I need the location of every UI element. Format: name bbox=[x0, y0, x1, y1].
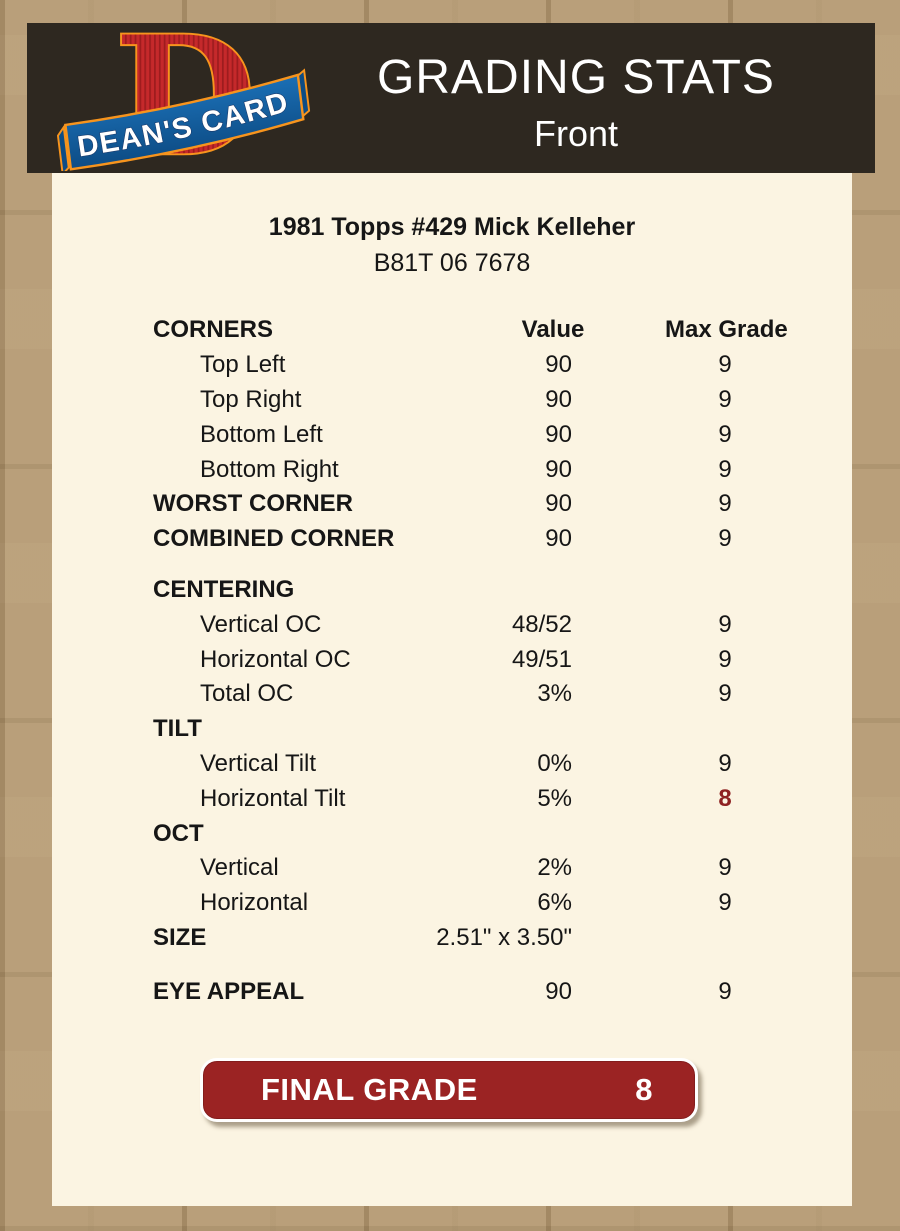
header-bar: D DEAN'S CARDS GRADING STATS Front bbox=[27, 23, 875, 173]
row-max: 9 bbox=[718, 351, 732, 379]
row-label: Horizontal bbox=[200, 889, 309, 917]
table-row: TILT bbox=[52, 712, 852, 747]
row-max: 8 bbox=[718, 784, 732, 812]
table-row: Bottom Left 90 9 bbox=[52, 417, 852, 452]
row-label: Top Left bbox=[200, 351, 286, 379]
row-label: Total OC bbox=[200, 680, 294, 708]
row-max: 9 bbox=[718, 525, 732, 553]
header-text-block: GRADING STATS Front bbox=[277, 23, 875, 173]
row-value: 90 bbox=[545, 490, 572, 518]
row-label: Vertical bbox=[200, 854, 279, 882]
row-max: 9 bbox=[718, 610, 732, 638]
page-title: GRADING STATS bbox=[377, 51, 775, 104]
table-row: EYE APPEAL 90 9 bbox=[52, 974, 852, 1009]
row-value: 0% bbox=[537, 749, 572, 777]
row-max: 9 bbox=[718, 854, 732, 882]
table-row: Horizontal 6% 9 bbox=[52, 886, 852, 921]
card-title: 1981 Topps #429 Mick Kelleher bbox=[268, 213, 636, 241]
row-label: Vertical OC bbox=[200, 610, 322, 638]
row-label: Bottom Right bbox=[200, 455, 339, 483]
row-value: 48/52 bbox=[511, 610, 572, 638]
table-row: CORNERS Value Max Grade bbox=[52, 313, 852, 348]
table-row: CENTERING bbox=[52, 573, 852, 608]
ribbon-left-fold bbox=[57, 124, 70, 171]
row-value: 90 bbox=[545, 385, 572, 413]
row-label: EYE APPEAL bbox=[153, 977, 305, 1005]
table-row: SIZE 2.51" x 3.50" bbox=[52, 921, 852, 956]
row-value: 49/51 bbox=[511, 645, 572, 673]
row-label: CENTERING bbox=[153, 575, 295, 603]
row-value: 90 bbox=[545, 351, 572, 379]
table-row: Horizontal OC 49/51 9 bbox=[52, 642, 852, 677]
row-label: COMBINED CORNER bbox=[153, 525, 395, 553]
row-value: 90 bbox=[545, 455, 572, 483]
table-row: Bottom Right 90 9 bbox=[52, 452, 852, 487]
row-value: 90 bbox=[545, 525, 572, 553]
table-row: COMBINED CORNER 90 9 bbox=[52, 522, 852, 557]
card-serial: B81T 06 7678 bbox=[373, 249, 531, 277]
stats-table: CORNERS Value Max Grade Top Left 90 9 To… bbox=[52, 313, 852, 1009]
table-row: Total OC 3% 9 bbox=[52, 677, 852, 712]
row-label: Horizontal Tilt bbox=[200, 784, 346, 812]
final-grade-button[interactable]: FINAL GRADE 8 bbox=[200, 1058, 698, 1122]
row-label: Bottom Left bbox=[200, 420, 323, 448]
row-label: OCT bbox=[153, 819, 204, 847]
row-max: 9 bbox=[718, 385, 732, 413]
table-row: Vertical 2% 9 bbox=[52, 851, 852, 886]
row-value: 5% bbox=[537, 784, 572, 812]
page-subtitle: Front bbox=[533, 113, 619, 154]
row-max: 9 bbox=[718, 889, 732, 917]
row-label: WORST CORNER bbox=[153, 490, 353, 518]
table-row: WORST CORNER 90 9 bbox=[52, 487, 852, 522]
row-max: 9 bbox=[718, 645, 732, 673]
row-max: Max Grade bbox=[665, 316, 788, 344]
table-row: Vertical OC 48/52 9 bbox=[52, 607, 852, 642]
row-label: TILT bbox=[153, 715, 202, 743]
row-value: 2% bbox=[537, 854, 572, 882]
row-max: 9 bbox=[718, 455, 732, 483]
row-value: 6% bbox=[537, 889, 572, 917]
row-max: 9 bbox=[718, 490, 732, 518]
row-label: CORNERS bbox=[153, 316, 274, 344]
row-label: Vertical Tilt bbox=[200, 749, 317, 777]
row-max: 9 bbox=[718, 680, 732, 708]
table-row: OCT bbox=[52, 816, 852, 851]
table-row: Horizontal Tilt 5% 8 bbox=[52, 781, 852, 816]
ribbon-band bbox=[64, 73, 305, 171]
deans-cards-logo-icon: D DEAN'S CARDS bbox=[57, 27, 311, 171]
row-value: 3% bbox=[537, 680, 572, 708]
row-max: 9 bbox=[718, 977, 732, 1005]
row-label: Horizontal OC bbox=[200, 645, 351, 673]
final-grade-label: FINAL GRADE bbox=[261, 1072, 478, 1107]
row-value: 90 bbox=[545, 420, 572, 448]
row-label: Top Right bbox=[200, 385, 302, 413]
row-label: SIZE bbox=[153, 923, 207, 951]
row-max: 9 bbox=[718, 749, 732, 777]
table-row: Top Right 90 9 bbox=[52, 383, 852, 418]
final-grade-value: 8 bbox=[635, 1072, 653, 1107]
row-value: Value bbox=[521, 316, 585, 344]
stats-panel: 1981 Topps #429 Mick Kelleher B81T 06 76… bbox=[52, 173, 852, 1206]
row-value: 90 bbox=[545, 977, 572, 1005]
deans-cards-logo: D DEAN'S CARDS bbox=[27, 23, 311, 173]
row-value: 2.51" x 3.50" bbox=[436, 923, 572, 951]
table-row: Top Left 90 9 bbox=[52, 348, 852, 383]
row-max: 9 bbox=[718, 420, 732, 448]
table-row: Vertical Tilt 0% 9 bbox=[52, 747, 852, 782]
